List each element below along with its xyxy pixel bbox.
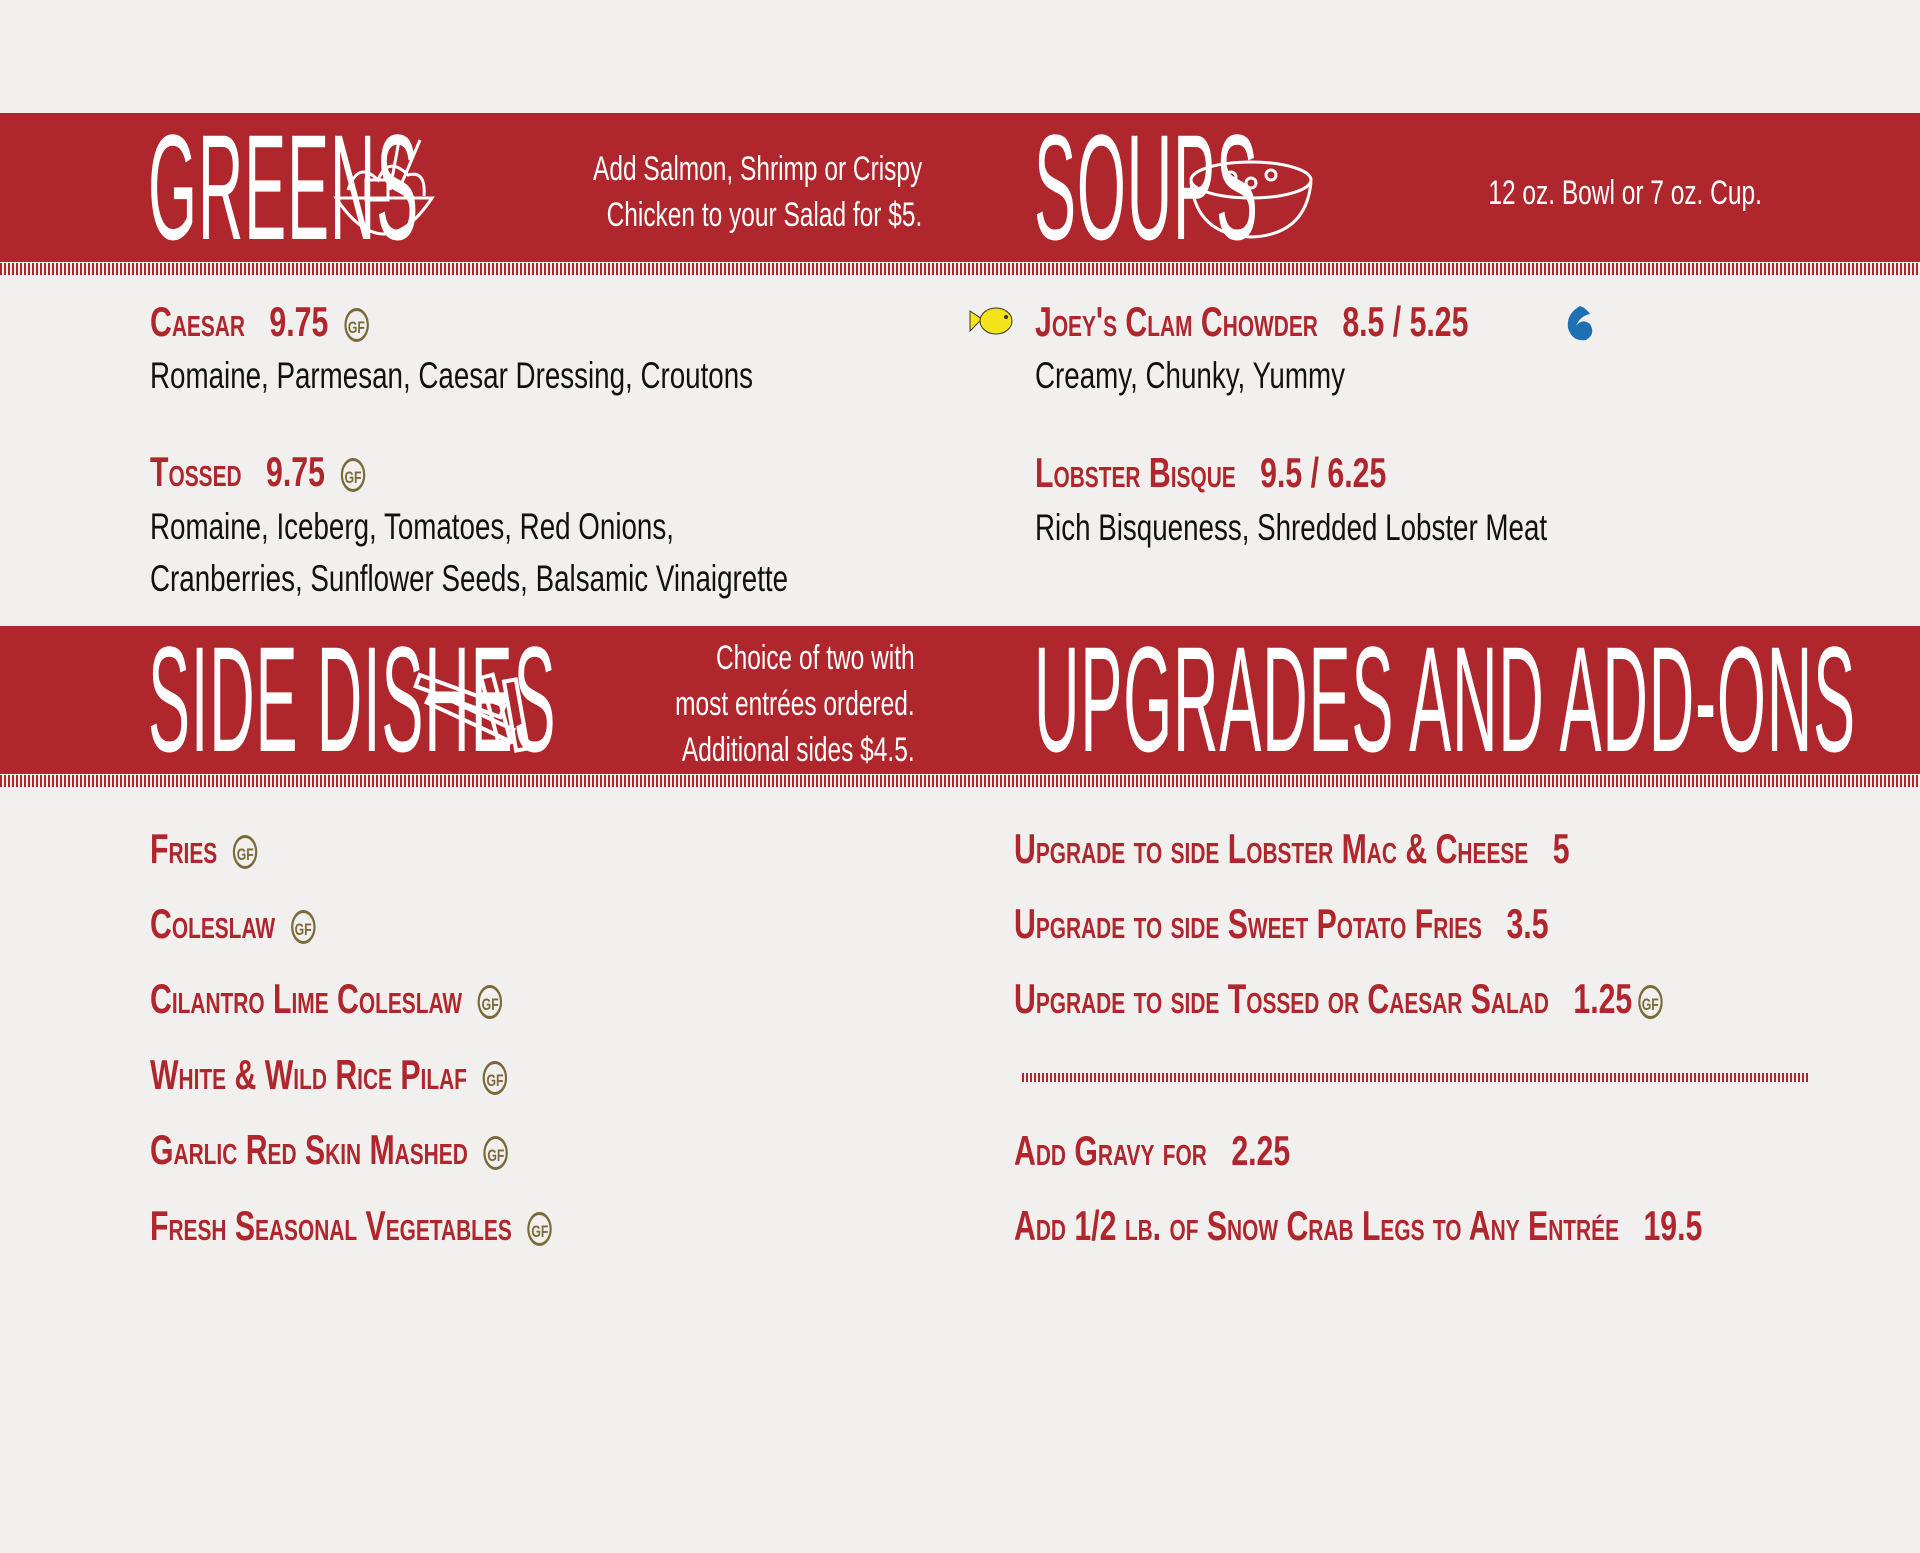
sides-upgrades-band	[0, 626, 1920, 774]
side-item: Cilantro Lime Coleslaw GF	[150, 974, 503, 1024]
item-name: Joey's Clam Chowder	[1035, 298, 1318, 345]
salad-bowl-icon	[333, 134, 435, 236]
item-name: White & Wild Rice Pilaf	[150, 1051, 467, 1098]
greens-soups-band	[0, 113, 1920, 262]
soups-heading: SOUPS	[1034, 103, 1259, 271]
gluten-free-icon: GF	[477, 984, 503, 1019]
item-name: Upgrade to side Sweet Potato Fries	[1014, 900, 1482, 947]
menu-item-tossed: Tossed 9.75 GF	[150, 447, 366, 497]
band-stripe	[0, 263, 1920, 275]
gluten-free-icon: GF	[290, 909, 316, 944]
item-description: Romaine, Parmesan, Caesar Dressing, Crou…	[150, 355, 754, 396]
gluten-free-icon: GF	[483, 1135, 509, 1170]
section-divider	[1022, 1073, 1810, 1082]
item-price: 9.5 / 6.25	[1260, 449, 1387, 496]
wave-icon	[1567, 306, 1593, 341]
item-name: Coleslaw	[150, 900, 276, 947]
item-price: 19.5	[1643, 1202, 1703, 1249]
item-name: Cilantro Lime Coleslaw	[150, 975, 463, 1022]
desc-line: Romaine, Iceberg, Tomatoes, Red Onions,	[150, 506, 674, 547]
item-name: Caesar	[150, 298, 245, 345]
sides-note: Choice of two with most entrées ordered. A…	[676, 635, 915, 773]
soup-bowl-icon	[1189, 160, 1313, 239]
item-price: 5	[1552, 825, 1570, 872]
side-item: White & Wild Rice Pilaf GF	[150, 1050, 508, 1100]
side-item: Coleslaw GF	[150, 899, 316, 949]
item-name: Upgrade to side Tossed or Caesar Salad	[1014, 975, 1549, 1022]
side-item: Fries GF	[150, 824, 258, 874]
item-description: Creamy, Chunky, Yummy	[1035, 355, 1345, 396]
note-line: most entrées ordered.	[675, 685, 915, 723]
item-price: 3.5	[1506, 900, 1549, 947]
menu-item-lobster-bisque: Lobster Bisque 9.5 / 6.25	[1035, 448, 1386, 498]
item-price: 9.75	[266, 448, 325, 495]
fish-icon	[969, 307, 1013, 335]
gluten-free-icon: GF	[340, 457, 366, 492]
item-name: Lobster Bisque	[1035, 449, 1236, 496]
gluten-free-icon: GF	[482, 1060, 508, 1095]
note-line: Chicken to your Salad for $5.	[606, 196, 922, 234]
item-price: 9.75	[269, 298, 329, 345]
gluten-free-icon: GF	[1638, 984, 1663, 1019]
addon-item: Add Gravy for 2.25	[1014, 1126, 1290, 1176]
fries-icon	[413, 672, 531, 753]
addon-item: Add 1/2 lb. of Snow Crab Legs to Any Ent…	[1014, 1201, 1702, 1251]
item-name: Upgrade to side Lobster Mac & Cheese	[1014, 825, 1529, 872]
side-item: Garlic Red Skin Mashed GF	[150, 1125, 509, 1175]
gluten-free-icon: GF	[233, 834, 258, 869]
menu-item-clam-chowder: Joey's Clam Chowder 8.5 / 5.25	[1035, 297, 1468, 347]
item-price: 2.25	[1231, 1127, 1291, 1174]
side-item: Fresh Seasonal Vegetables GF	[150, 1201, 553, 1251]
upgrade-item: Upgrade to side Sweet Potato Fries 3.5	[1014, 899, 1549, 949]
item-name: Garlic Red Skin Mashed	[150, 1126, 468, 1173]
item-price: 1.25	[1573, 975, 1633, 1022]
upgrades-heading: UPGRADES AND ADD-ONS	[1034, 615, 1856, 783]
item-description: Rich Bisqueness, Shredded Lobster Meat	[1035, 507, 1548, 548]
note-line: Choice of two with	[716, 639, 915, 677]
item-name: Add Gravy for	[1014, 1127, 1207, 1174]
band-stripe	[0, 775, 1920, 787]
menu-item-caesar: Caesar 9.75 GF	[150, 297, 369, 347]
note-line: Add Salmon, Shrimp or Crispy	[592, 150, 922, 188]
greens-heading: GREENS	[148, 103, 420, 271]
upgrade-item: Upgrade to side Lobster Mac & Cheese 5	[1014, 824, 1570, 874]
gluten-free-icon: GF	[344, 307, 369, 342]
item-description: Romaine, Iceberg, Tomatoes, Red Onions, C…	[150, 501, 788, 605]
soups-note: 12 oz. Bowl or 7 oz. Cup.	[1488, 174, 1762, 212]
desc-line: Cranberries, Sunflower Seeds, Balsamic V…	[150, 558, 789, 599]
item-name: Add 1/2 lb. of Snow Crab Legs to Any Ent…	[1014, 1202, 1620, 1249]
upgrade-item: Upgrade to side Tossed or Caesar Salad 1.…	[1014, 974, 1663, 1024]
item-name: Fries	[150, 825, 218, 872]
item-name: Tossed	[150, 448, 242, 495]
item-price: 8.5 / 5.25	[1342, 298, 1469, 345]
greens-note: Add Salmon, Shrimp or Crispy Chicken to y…	[593, 146, 922, 238]
note-line: Additional sides $4.5.	[682, 731, 915, 769]
gluten-free-icon: GF	[527, 1211, 553, 1246]
item-name: Fresh Seasonal Vegetables	[150, 1202, 512, 1249]
